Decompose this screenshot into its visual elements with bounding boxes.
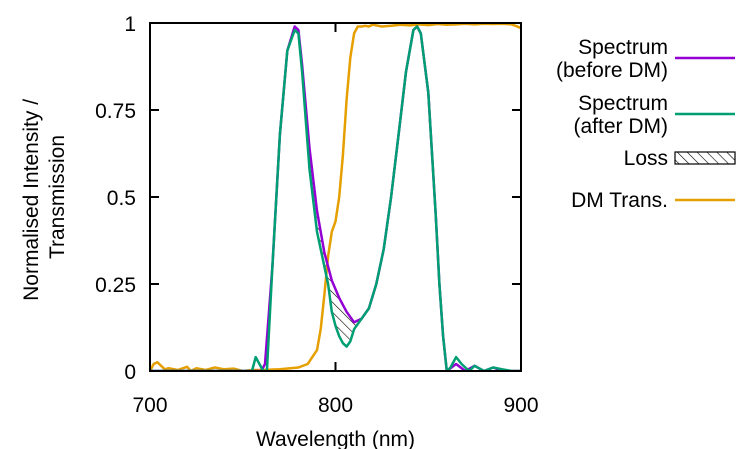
x-tick-label: 900: [503, 394, 538, 417]
legend-label: DM Trans.: [571, 189, 668, 212]
legend-label: Loss: [624, 147, 668, 170]
legend-label-line: Loss: [624, 147, 668, 170]
x-tick-label: 800: [318, 394, 353, 417]
legend-entry: Loss: [624, 147, 736, 170]
loss-area: [309, 148, 358, 347]
legend-swatch: [674, 151, 736, 165]
y-tick-label: 0.25: [95, 274, 136, 297]
y-tick-label: 0.75: [95, 100, 136, 123]
legend-label: Spectrum (after DM): [574, 92, 669, 138]
y-axis-title-line-2: Transmission: [46, 135, 69, 259]
legend-entry: Spectrum (after DM): [574, 92, 735, 138]
legend-label-line: Spectrum: [578, 36, 668, 59]
series-line-dm-trans: [150, 23, 521, 371]
legend-label-line: (before DM): [556, 59, 668, 82]
y-axis-title-line-1: Normalised Intensity /: [20, 99, 43, 301]
series-line-spectrum-after-dm: [150, 25, 521, 371]
y-tick-label: 0.5: [107, 187, 136, 210]
legend-entry: DM Trans.: [571, 189, 735, 212]
y-tick-label: 1: [124, 13, 136, 36]
legend-label-line: (after DM): [574, 115, 669, 138]
legend: Spectrum (before DM)Spectrum (after DM)Los…: [556, 36, 736, 212]
x-axis-title: Wavelength (nm): [256, 428, 415, 449]
y-tick-label: 0: [124, 361, 136, 384]
y-axis-title: Normalised Intensity / Transmission: [20, 93, 69, 301]
legend-label-line: Spectrum: [578, 92, 668, 115]
legend-label-line: DM Trans.: [571, 189, 668, 212]
legend-label: Spectrum (before DM): [556, 36, 668, 82]
legend-entry: Spectrum (before DM): [556, 36, 735, 82]
x-tick-label: 700: [132, 394, 167, 417]
